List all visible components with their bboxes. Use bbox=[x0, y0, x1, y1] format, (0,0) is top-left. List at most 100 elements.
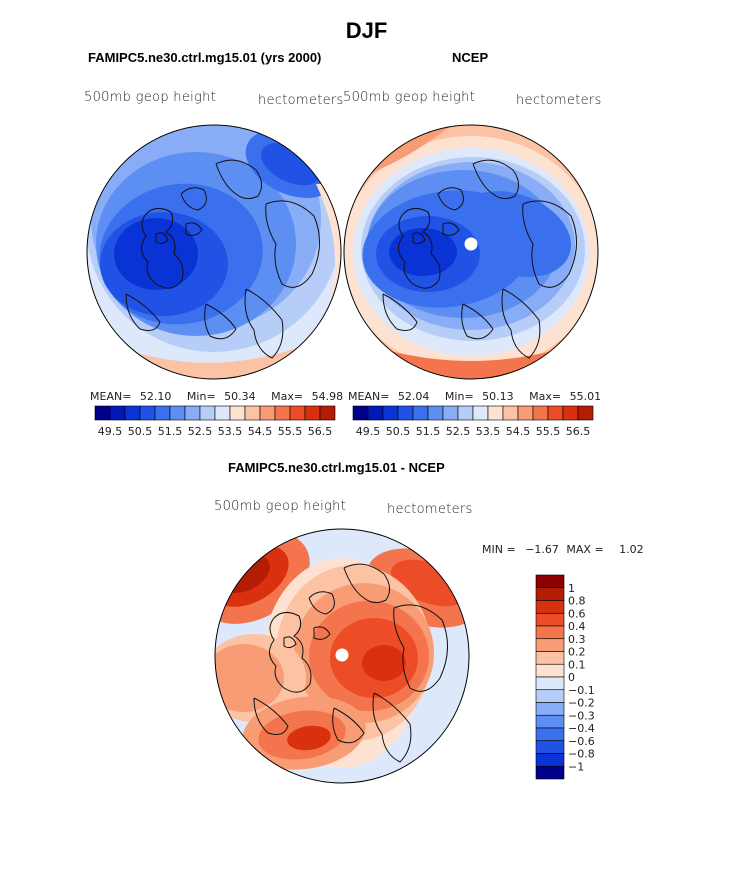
obs-min-label: Min= bbox=[444, 390, 474, 403]
diff-max-value: 1.02 bbox=[619, 543, 644, 556]
obs-colorbar-box bbox=[472, 405, 489, 421]
obs-colorbar-box bbox=[502, 405, 519, 421]
diff-colorbar-box bbox=[535, 676, 565, 691]
obs-mean-label: MEAN= bbox=[348, 390, 390, 403]
diff-max-label: MAX = bbox=[566, 543, 604, 556]
diff-colorbar-box bbox=[535, 612, 565, 627]
model-colorbar-box bbox=[199, 405, 216, 421]
obs-coastlines bbox=[382, 159, 577, 359]
model-colorbar-box bbox=[94, 405, 111, 421]
obs-colorbar-box bbox=[367, 405, 384, 421]
model-colorbar-label: 49.5 bbox=[98, 425, 123, 438]
obs-colorbar-box bbox=[487, 405, 504, 421]
diff-colorbar-label: 1 bbox=[568, 582, 575, 595]
diff-colorbar-box bbox=[535, 663, 565, 678]
obs-units-label: hectometers bbox=[516, 93, 602, 108]
obs-map-border bbox=[343, 124, 599, 380]
diff-colorbar-box bbox=[535, 689, 565, 703]
obs-pole-marker bbox=[464, 237, 478, 251]
obs-colorbar-label: 51.5 bbox=[416, 425, 441, 438]
obs-colorbar-box bbox=[352, 405, 369, 421]
obs-colorbar-label: 56.5 bbox=[566, 425, 591, 438]
diff-coastline bbox=[343, 563, 390, 604]
model-coastlines bbox=[125, 159, 320, 359]
model-colorbar-box bbox=[214, 405, 231, 421]
diff-variable-label: 500mb geop height bbox=[214, 499, 347, 514]
obs-colorbar-label: 50.5 bbox=[386, 425, 411, 438]
model-colorbar-label: 55.5 bbox=[278, 425, 303, 438]
diff-colorbar-label: −1 bbox=[568, 760, 584, 773]
diff-colorbar-label: 0.6 bbox=[568, 607, 586, 620]
model-max-value: 54.98 bbox=[311, 390, 344, 403]
diff-coastline bbox=[283, 636, 297, 649]
model-mean-value: 52.10 bbox=[139, 390, 172, 403]
obs-max-value: 55.01 bbox=[569, 390, 602, 403]
diff-colorbar-label: 0 bbox=[568, 671, 575, 684]
model-field bbox=[87, 125, 341, 379]
diff-min-label: MIN = bbox=[482, 543, 516, 556]
diff-colorbar-label: −0.6 bbox=[568, 735, 595, 748]
obs-stats: MEAN= 52.04 Min= 50.13 Max= 55.01 bbox=[348, 390, 601, 403]
diff-map-border bbox=[214, 528, 470, 784]
diff-units-label: hectometers bbox=[387, 502, 473, 517]
model-colorbar-box bbox=[259, 405, 276, 421]
obs-colorbar-label: 53.5 bbox=[476, 425, 501, 438]
model-polar-map bbox=[86, 124, 342, 380]
diff-stats: MIN = −1.67 MAX = 1.02 bbox=[482, 543, 644, 556]
obs-coastline bbox=[382, 293, 418, 331]
model-min-label: Min= bbox=[186, 390, 216, 403]
obs-colorbar-box bbox=[532, 405, 549, 421]
model-colorbar-box bbox=[169, 405, 186, 421]
diff-contour-region bbox=[215, 644, 284, 712]
model-coastline bbox=[265, 200, 320, 288]
model-colorbar-label: 52.5 bbox=[188, 425, 213, 438]
model-colorbar-label: 51.5 bbox=[158, 425, 183, 438]
diff-min-value: −1.67 bbox=[525, 543, 559, 556]
diff-pole-marker bbox=[335, 648, 349, 662]
obs-min-value: 50.13 bbox=[482, 390, 514, 403]
model-colorbar-box bbox=[289, 405, 306, 421]
diff-colorbar-label: 0.3 bbox=[568, 633, 586, 646]
obs-coastline bbox=[442, 222, 460, 236]
obs-colorbar-box bbox=[382, 405, 399, 421]
obs-colorbar-box bbox=[577, 405, 594, 421]
model-colorbar-label: 53.5 bbox=[218, 425, 243, 438]
obs-colorbar-label: 55.5 bbox=[536, 425, 561, 438]
diff-colorbar-box bbox=[535, 702, 565, 716]
model-colorbar-label: 54.5 bbox=[248, 425, 273, 438]
diff-colorbar-box bbox=[535, 727, 565, 742]
model-coastline bbox=[155, 232, 169, 245]
model-coastline bbox=[204, 303, 237, 340]
diff-field bbox=[215, 529, 469, 783]
diff-colorbar-box bbox=[535, 600, 565, 614]
obs-colorbar-box bbox=[442, 405, 459, 421]
obs-colorbar-box bbox=[427, 405, 444, 421]
diff-colorbar-label: 0.4 bbox=[568, 620, 586, 633]
obs-max-label: Max= bbox=[529, 390, 562, 403]
model-mean-label: MEAN= bbox=[90, 390, 132, 403]
model-coastline bbox=[125, 293, 161, 331]
model-colorbar: 49.5 50.5 51.5 52.5 53.5 54.5 55.5 56.5 bbox=[94, 405, 336, 438]
diff-coastline bbox=[269, 612, 312, 693]
obs-coastline bbox=[412, 232, 426, 245]
diff-colorbar-label: 0.8 bbox=[568, 595, 586, 608]
diff-coastline bbox=[393, 604, 448, 692]
diff-panel-title: FAMIPC5.ne30.ctrl.mg15.01 - NCEP bbox=[228, 460, 445, 475]
obs-colorbar-box bbox=[562, 405, 579, 421]
diff-colorbar-box bbox=[535, 740, 565, 754]
model-colorbar-box bbox=[124, 405, 141, 421]
model-colorbar-box bbox=[244, 405, 261, 421]
diff-colorbar-box bbox=[535, 753, 565, 767]
obs-polar-map bbox=[343, 124, 599, 380]
diff-colorbar-label: 0.1 bbox=[568, 658, 586, 671]
diff-contour-region bbox=[362, 645, 406, 681]
diff-colorbar-box bbox=[535, 765, 565, 780]
model-coastline bbox=[180, 187, 207, 211]
obs-coastline bbox=[398, 208, 441, 289]
diff-colorbar: 10.80.60.40.30.20.10−0.1−0.2−0.3−0.4−0.6… bbox=[535, 574, 595, 780]
obs-colorbar-label: 54.5 bbox=[506, 425, 531, 438]
diff-coastline bbox=[332, 707, 365, 744]
model-units-label: hectometers bbox=[258, 93, 344, 108]
obs-colorbar-box bbox=[412, 405, 429, 421]
obs-colorbar-box bbox=[457, 405, 474, 421]
